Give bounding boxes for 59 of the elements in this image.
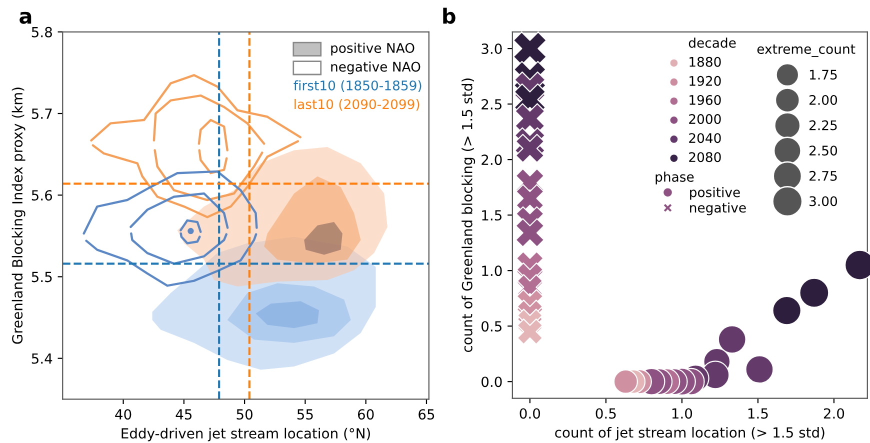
legend-label: 2.00 — [809, 94, 838, 105]
y-tick-label: 1.5 — [482, 210, 502, 221]
annotation: 1960 — [690, 94, 721, 105]
y-tick-label: 5.8 — [32, 26, 52, 38]
y-tick-label: 3.0 — [482, 44, 502, 54]
legend-title: phase — [656, 172, 694, 184]
x-tick-label: 40 — [115, 409, 132, 420]
x-tick-label: 1.5 — [748, 408, 768, 419]
x-tick-label: 1.0 — [672, 408, 692, 419]
x-tick-label: 50 — [236, 409, 252, 420]
x-tick-label: 65 — [418, 409, 434, 420]
x-tick-label: 0.0 — [520, 408, 540, 419]
x-tick-label: 55 — [297, 409, 313, 420]
annotation: negative NAO — [331, 62, 420, 74]
annotation: first10 (1850-1859) — [294, 80, 422, 92]
y-tick-label: 2.5 — [482, 99, 502, 110]
y-axis-title: Greenland Blocking Index proxy (km) — [12, 88, 26, 344]
legend-label: 3.00 — [810, 196, 838, 206]
line-series — [85, 233, 258, 287]
y-axis-title: count of Greenland blocking (> 1.5 std) — [462, 78, 476, 352]
legend-label: positive — [690, 187, 740, 200]
legend-label: 2.75 — [809, 170, 837, 181]
legend-label: 1.75 — [810, 70, 837, 80]
line-series — [130, 232, 228, 265]
y-tick-label: 0.0 — [482, 376, 502, 388]
legend-label: negative — [690, 202, 746, 216]
line-series — [198, 149, 228, 174]
legend-label: 2.50 — [809, 146, 838, 156]
y-tick-label: 0.5 — [482, 321, 502, 332]
annotation: last10 (2090-2099) — [294, 98, 420, 111]
line-series — [198, 118, 228, 152]
y-tick-label: 1.0 — [482, 266, 502, 276]
x-tick-label: 60 — [358, 409, 374, 420]
line-series — [152, 94, 266, 145]
y-tick-label: 2.0 — [482, 154, 502, 166]
annotation: decade — [688, 38, 736, 48]
x-axis-title: Eddy-driven jet stream location (°N) — [122, 428, 370, 442]
annotation: 2000 — [689, 114, 721, 124]
chart-title: a — [20, 12, 32, 24]
line-series — [130, 192, 229, 229]
legend-label: 2.25 — [809, 120, 837, 130]
annotation: extreme_count — [757, 44, 856, 57]
annotation: 1880 — [690, 56, 721, 67]
chart-title: b — [443, 8, 456, 24]
x-tick-label: 0.5 — [596, 408, 616, 419]
x-tick-label: 45 — [176, 409, 192, 420]
annotation: 2080 — [689, 152, 721, 162]
annotation: 1920 — [690, 76, 721, 86]
annotation: positive NAO — [331, 42, 414, 56]
x-tick-label: 2.0 — [824, 408, 844, 419]
y-tick-label: 5.5 — [32, 272, 52, 282]
y-tick-label: 5.6 — [32, 190, 52, 201]
x-axis-title: count of jet stream location (> 1.5 std) — [555, 426, 824, 440]
line-series — [154, 149, 264, 202]
y-tick-label: 5.4 — [32, 353, 52, 364]
annotation: 2040 — [689, 133, 721, 144]
line-series — [82, 170, 258, 235]
y-tick-label: 5.7 — [32, 108, 52, 119]
line-series — [92, 140, 300, 218]
